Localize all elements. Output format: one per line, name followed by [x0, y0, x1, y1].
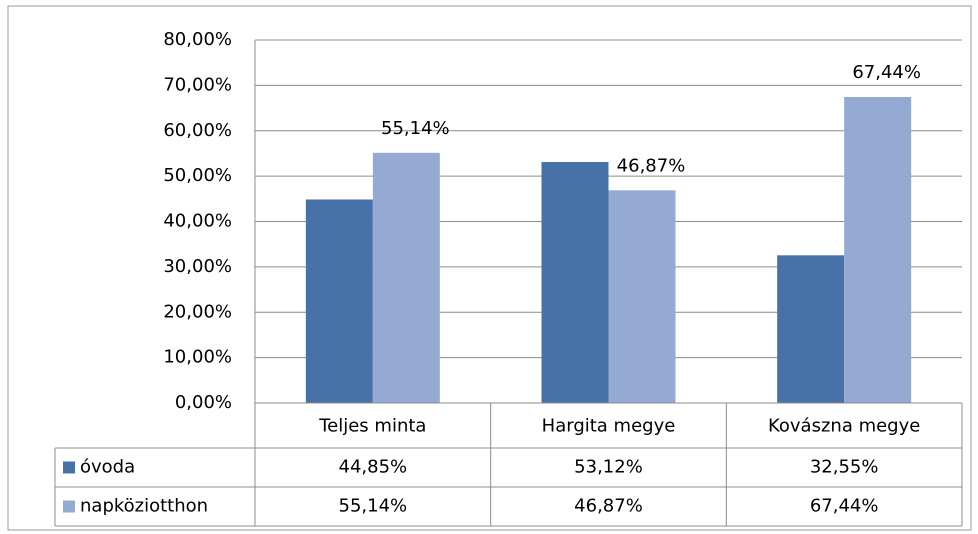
bar	[372, 152, 440, 403]
y-tick-label: 0,00%	[175, 392, 232, 413]
y-tick-label: 10,00%	[163, 347, 232, 368]
y-tick-label: 30,00%	[163, 256, 232, 277]
data-label: 55,14%	[381, 118, 450, 139]
y-tick-label: 50,00%	[163, 165, 232, 186]
table-cell: 46,87%	[574, 496, 643, 517]
y-tick-label: 70,00%	[163, 74, 232, 95]
legend-key	[63, 461, 75, 474]
table-cell: 44,85%	[339, 457, 408, 478]
x-tick-label: Teljes minta	[318, 416, 426, 437]
legend-label: óvoda	[80, 457, 135, 478]
y-tick-label: 40,00%	[163, 211, 232, 232]
x-tick-label: Kovászna megye	[768, 416, 920, 437]
y-tick-label: 20,00%	[163, 301, 232, 322]
y-tick-label: 60,00%	[163, 120, 232, 141]
table-cell: 53,12%	[574, 457, 643, 478]
legend-key	[63, 500, 75, 513]
bar	[844, 96, 912, 403]
bar	[305, 199, 373, 403]
x-tick-label: Hargita megye	[542, 416, 676, 437]
table-cell: 55,14%	[339, 496, 408, 517]
bar	[608, 190, 676, 403]
table-cell: 32,55%	[810, 457, 879, 478]
y-tick-label: 80,00%	[163, 29, 232, 50]
bar	[541, 161, 609, 403]
bar	[777, 255, 845, 403]
table-cell: 67,44%	[810, 496, 879, 517]
data-label: 67,44%	[852, 62, 921, 83]
legend-label: napköziotthon	[80, 496, 208, 517]
data-label: 46,87%	[617, 155, 686, 176]
